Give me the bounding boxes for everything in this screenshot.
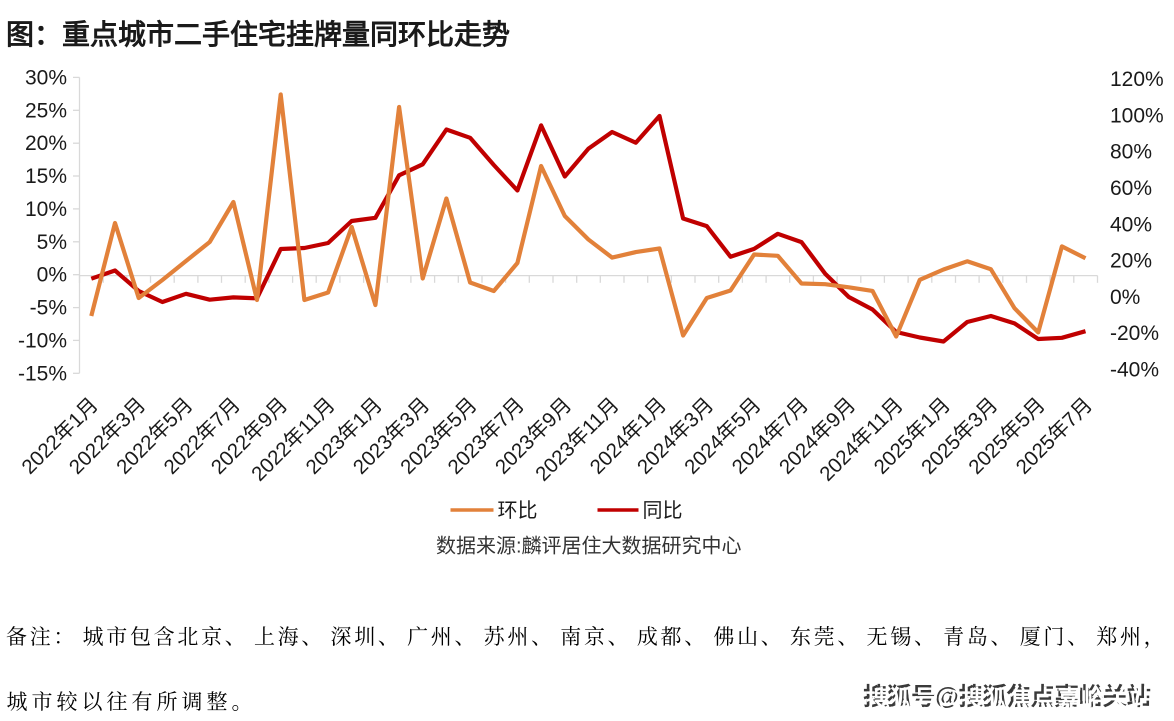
svg-text:15%: 15% [25,165,67,188]
svg-text:40%: 40% [1110,213,1152,236]
svg-text:数据来源:麟评居住大数据研究中心: 数据来源:麟评居住大数据研究中心 [436,535,742,558]
svg-text:城市较以往有所调整。: 城市较以往有所调整。 [7,686,257,716]
svg-text:同比: 同比 [643,499,683,522]
svg-text:-40%: -40% [1110,358,1159,381]
svg-text:备注： 城市包含北京、 上海、 深圳、 广州、 苏州、 南京: 备注： 城市包含北京、 上海、 深圳、 广州、 苏州、 南京、 成都、 佛山、 … [6,621,1167,651]
svg-text:120%: 120% [1110,68,1164,91]
svg-text:-10%: -10% [18,329,67,352]
svg-text:-20%: -20% [1110,322,1159,345]
svg-text:搜狐号@搜狐焦点嘉峪关站: 搜狐号@搜狐焦点嘉峪关站 [863,683,1150,711]
svg-text:20%: 20% [1110,250,1152,273]
svg-text:0%: 0% [37,264,67,287]
svg-text:10%: 10% [25,198,67,221]
svg-text:图：重点城市二手住宅挂牌量同环比走势: 图：重点城市二手住宅挂牌量同环比走势 [6,18,510,50]
svg-text:-15%: -15% [18,362,67,385]
svg-text:100%: 100% [1110,104,1164,127]
svg-text:5%: 5% [37,231,67,254]
svg-text:25%: 25% [25,99,67,122]
svg-text:搜狐号@搜狐焦点嘉峪关站: 搜狐号@搜狐焦点嘉峪关站 [866,685,1153,713]
svg-text:0%: 0% [1110,286,1140,309]
svg-text:30%: 30% [25,66,67,89]
svg-text:60%: 60% [1110,177,1152,200]
svg-text:-5%: -5% [30,297,67,320]
svg-text:20%: 20% [25,132,67,155]
svg-text:80%: 80% [1110,141,1152,164]
svg-text:环比: 环比 [498,499,538,522]
